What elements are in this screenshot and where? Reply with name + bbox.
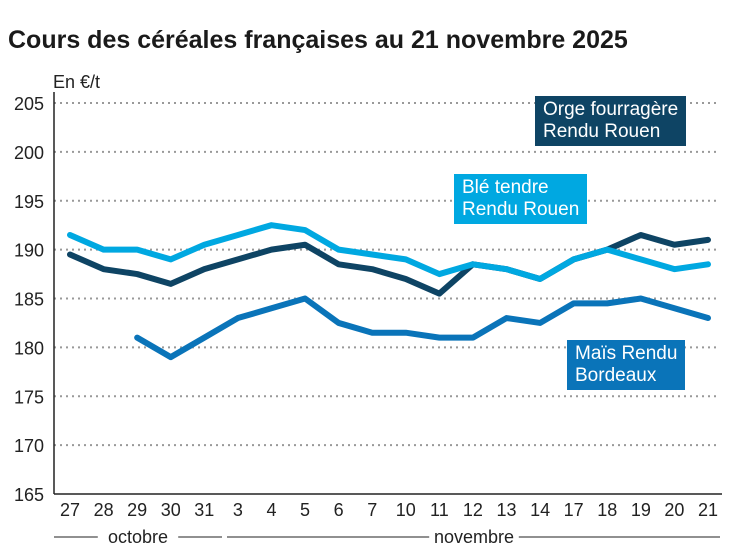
- chart-title: Cours des céréales françaises au 21 nove…: [8, 26, 628, 54]
- month-label: novembre: [434, 527, 514, 547]
- y-tick-label: 170: [14, 436, 44, 456]
- x-tick-label: 17: [564, 500, 584, 520]
- series-line: [67, 231, 711, 297]
- series-line: [134, 295, 711, 361]
- x-tick-label: 21: [698, 500, 718, 520]
- y-tick-label: 180: [14, 338, 44, 358]
- x-tick-label: 30: [161, 500, 181, 520]
- x-tick-label: 3: [233, 500, 243, 520]
- legend-ble: Blé tendre Rendu Rouen: [454, 174, 588, 224]
- x-tick-label: 5: [300, 500, 310, 520]
- y-tick-label: 190: [14, 241, 44, 261]
- y-tick-label: 185: [14, 290, 44, 310]
- x-tick-label: 4: [266, 500, 276, 520]
- x-tick-label: 13: [497, 500, 517, 520]
- legend-orge: Orge fourragère Rendu Rouen: [535, 96, 687, 146]
- x-tick-label: 31: [194, 500, 214, 520]
- x-tick-label: 19: [631, 500, 651, 520]
- y-tick-label: 205: [14, 94, 44, 114]
- x-tick-label: 27: [60, 500, 80, 520]
- x-tick-label: 6: [334, 500, 344, 520]
- x-tick-label: 7: [367, 500, 377, 520]
- legend-mais: Maïs Rendu Bordeaux: [567, 340, 686, 390]
- x-tick-label: 20: [664, 500, 684, 520]
- x-tick-label: 10: [396, 500, 416, 520]
- x-tick-label: 29: [127, 500, 147, 520]
- x-tick-label: 11: [430, 500, 449, 520]
- series-line: [67, 222, 711, 282]
- y-tick-label: 200: [14, 143, 44, 163]
- y-tick-label: 195: [14, 192, 44, 212]
- y-tick-label: 175: [14, 387, 44, 407]
- x-tick-label: 28: [94, 500, 114, 520]
- y-tick-label: 165: [14, 485, 44, 505]
- x-tick-label: 12: [463, 500, 483, 520]
- y-axis-label: En €/t: [53, 72, 101, 92]
- x-tick-label: 14: [530, 500, 550, 520]
- x-tick-label: 18: [597, 500, 617, 520]
- month-label: octobre: [108, 527, 168, 547]
